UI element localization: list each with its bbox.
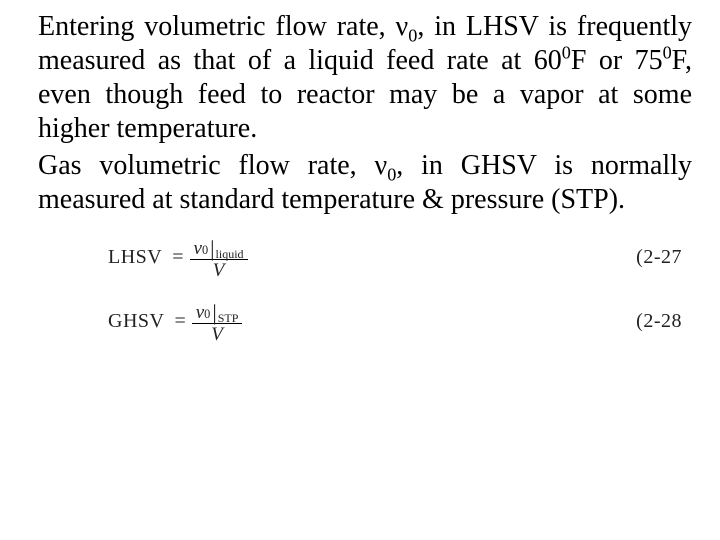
equals-sign: = — [174, 310, 185, 333]
bar-icon: | — [212, 302, 216, 324]
fraction-ghsv: v0 | STP V — [192, 300, 243, 344]
p1-sub-0: 0 — [408, 26, 417, 46]
p1-text-a: Entering volumetric flow rate, ν — [38, 11, 408, 42]
denominator-ghsv: V — [207, 324, 227, 344]
fraction-lhsv: v0 | liquid V — [190, 236, 248, 280]
denominator-lhsv: V — [209, 260, 229, 280]
bar-icon: | — [210, 238, 214, 260]
equation-lhsv: LHSV = v0 | liquid V (2-27 — [108, 235, 682, 281]
paragraph-1: Entering volumetric flow rate, ν0, in LH… — [38, 10, 692, 147]
p1-text-c: F or 75 — [571, 45, 663, 76]
equation-ghsv-left: GHSV = v0 | STP V — [108, 300, 242, 344]
var-v: v — [196, 303, 204, 322]
p2-sub-0: 0 — [387, 164, 396, 184]
p2-text-a: Gas volumetric flow rate, ν — [38, 150, 387, 181]
paragraph-2: Gas volumetric flow rate, ν0, in GHSV is… — [38, 149, 692, 217]
equals-sign: = — [172, 246, 183, 269]
equation-number-227: (2-27 — [636, 246, 682, 269]
condition-stp: STP — [218, 312, 239, 324]
var-v: v — [194, 239, 202, 258]
equation-block: LHSV = v0 | liquid V (2-27 GHSV — [108, 235, 682, 345]
eq-label-ghsv: GHSV — [108, 310, 164, 333]
condition-liquid: liquid — [216, 248, 244, 260]
page: Entering volumetric flow rate, ν0, in LH… — [0, 0, 720, 345]
equation-number-228: (2-28 — [636, 310, 682, 333]
equation-ghsv: GHSV = v0 | STP V (2-28 — [108, 299, 682, 345]
numerator-ghsv: v0 | STP — [192, 300, 243, 324]
numerator-lhsv: v0 | liquid — [190, 236, 248, 260]
eq-label-lhsv: LHSV — [108, 246, 162, 269]
equation-lhsv-left: LHSV = v0 | liquid V — [108, 236, 248, 280]
p1-sup-1: 0 — [562, 43, 571, 63]
p1-sup-2: 0 — [663, 43, 672, 63]
